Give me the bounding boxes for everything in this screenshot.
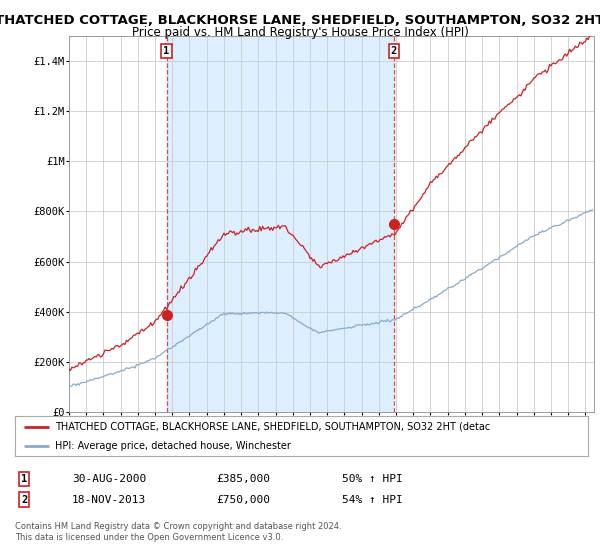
Text: £750,000: £750,000 xyxy=(216,494,270,505)
Text: 50% ↑ HPI: 50% ↑ HPI xyxy=(342,474,403,484)
Text: THATCHED COTTAGE, BLACKHORSE LANE, SHEDFIELD, SOUTHAMPTON, SO32 2HT: THATCHED COTTAGE, BLACKHORSE LANE, SHEDF… xyxy=(0,14,600,27)
Text: 2: 2 xyxy=(391,46,397,57)
Text: 1: 1 xyxy=(21,474,27,484)
Text: HPI: Average price, detached house, Winchester: HPI: Average price, detached house, Winc… xyxy=(55,441,291,451)
Text: THATCHED COTTAGE, BLACKHORSE LANE, SHEDFIELD, SOUTHAMPTON, SO32 2HT (detac: THATCHED COTTAGE, BLACKHORSE LANE, SHEDF… xyxy=(55,422,490,432)
Text: This data is licensed under the Open Government Licence v3.0.: This data is licensed under the Open Gov… xyxy=(15,533,283,542)
Text: 30-AUG-2000: 30-AUG-2000 xyxy=(72,474,146,484)
Text: 54% ↑ HPI: 54% ↑ HPI xyxy=(342,494,403,505)
Text: 1: 1 xyxy=(163,46,170,57)
Bar xyxy=(167,36,394,412)
Text: Price paid vs. HM Land Registry's House Price Index (HPI): Price paid vs. HM Land Registry's House … xyxy=(131,26,469,39)
Text: 2: 2 xyxy=(21,494,27,505)
Text: 18-NOV-2013: 18-NOV-2013 xyxy=(72,494,146,505)
Text: Contains HM Land Registry data © Crown copyright and database right 2024.: Contains HM Land Registry data © Crown c… xyxy=(15,522,341,531)
Text: £385,000: £385,000 xyxy=(216,474,270,484)
